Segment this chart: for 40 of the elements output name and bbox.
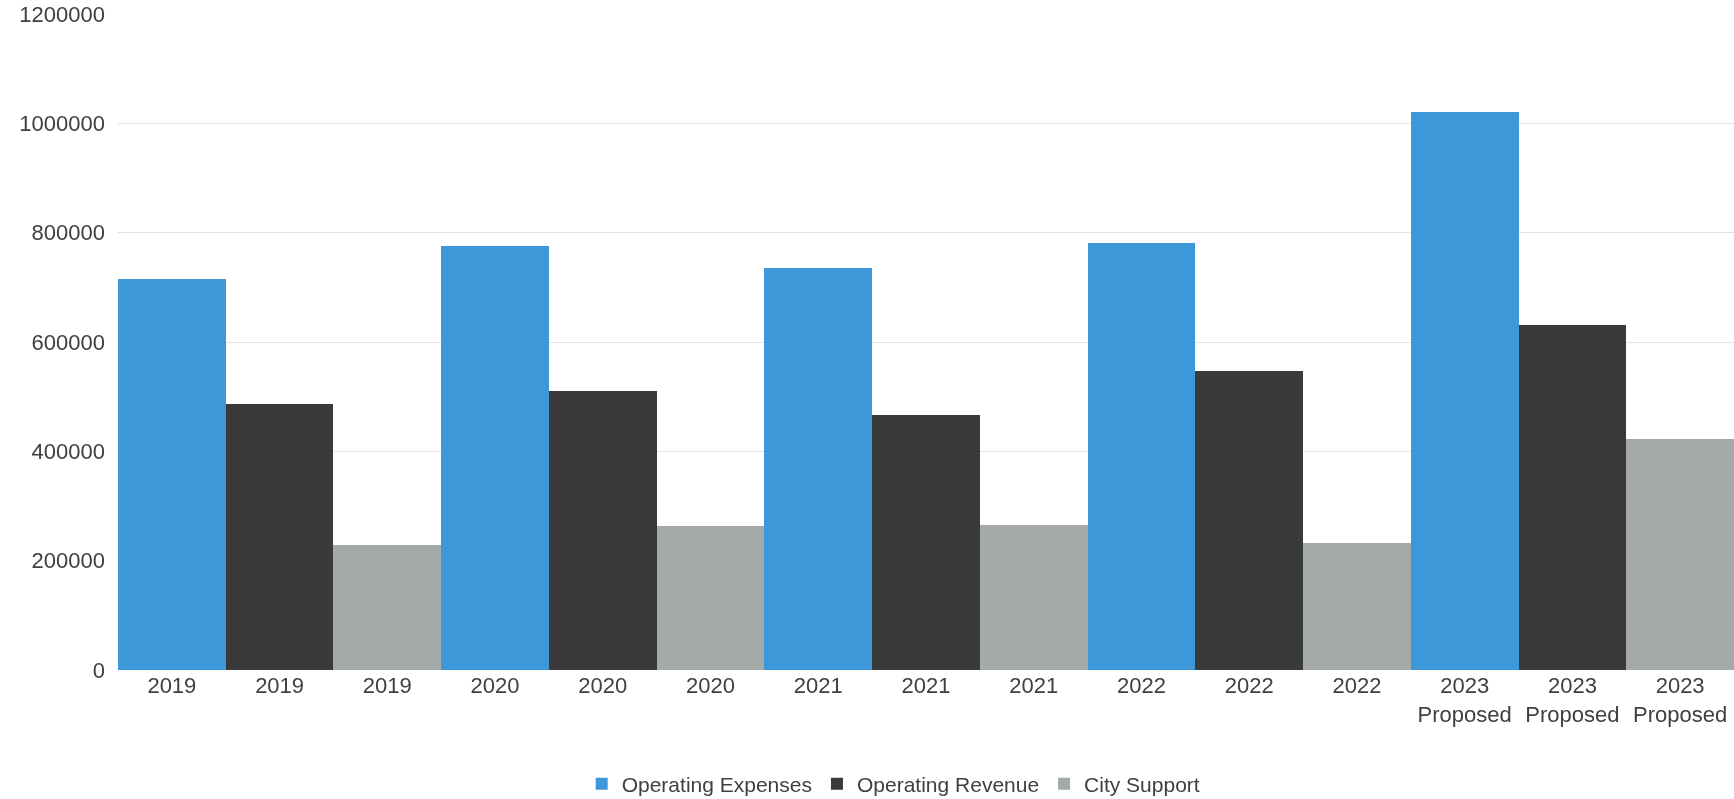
x-tick-label: 2019 (255, 673, 305, 698)
bar (1088, 243, 1195, 670)
y-tick-label: 1200000 (19, 1, 105, 27)
y-tick-label: 600000 (31, 329, 105, 355)
bar (657, 526, 764, 670)
bar (441, 246, 549, 670)
legend-label: City Support (1084, 772, 1200, 796)
x-tick-label: 2023 Proposed (1525, 673, 1620, 727)
legend-label: Operating Revenue (856, 772, 1040, 796)
bar (118, 279, 226, 670)
bar (333, 545, 441, 670)
bar (1626, 439, 1734, 670)
x-tick-label: 2021 (1009, 673, 1059, 698)
bar (1519, 325, 1626, 670)
x-tick-label: 2023 Proposed (1633, 673, 1728, 727)
y-tick-label: 1000000 (19, 111, 105, 137)
bar (980, 525, 1088, 670)
bar (1303, 543, 1411, 670)
y-tick-label: 400000 (31, 439, 105, 465)
y-tick-label: 0 (92, 657, 105, 683)
x-tick-label: 2022 (1116, 673, 1166, 698)
x-tick-label: 2019 (362, 673, 412, 698)
x-tick-label: 2021 (901, 673, 951, 698)
bar (226, 404, 333, 670)
x-tick-label: 2019 (147, 673, 197, 698)
bar (764, 268, 872, 670)
x-tick-label: 2020 (578, 673, 628, 698)
bar (549, 391, 657, 670)
bar (872, 415, 980, 670)
y-tick-label: 200000 (31, 548, 105, 574)
legend-label: Operating Expenses (621, 772, 812, 796)
bar (1195, 371, 1303, 670)
x-tick-label: 2020 (686, 673, 736, 698)
x-tick-label: 2020 (470, 673, 520, 698)
x-tick-label: 2022 (1332, 673, 1382, 698)
x-tick-label: 2021 (793, 673, 843, 698)
bar (1411, 112, 1519, 670)
x-tick-label: 2023 Proposed (1417, 673, 1512, 727)
x-tick-label: 2022 (1224, 673, 1274, 698)
y-tick-label: 800000 (31, 220, 105, 246)
